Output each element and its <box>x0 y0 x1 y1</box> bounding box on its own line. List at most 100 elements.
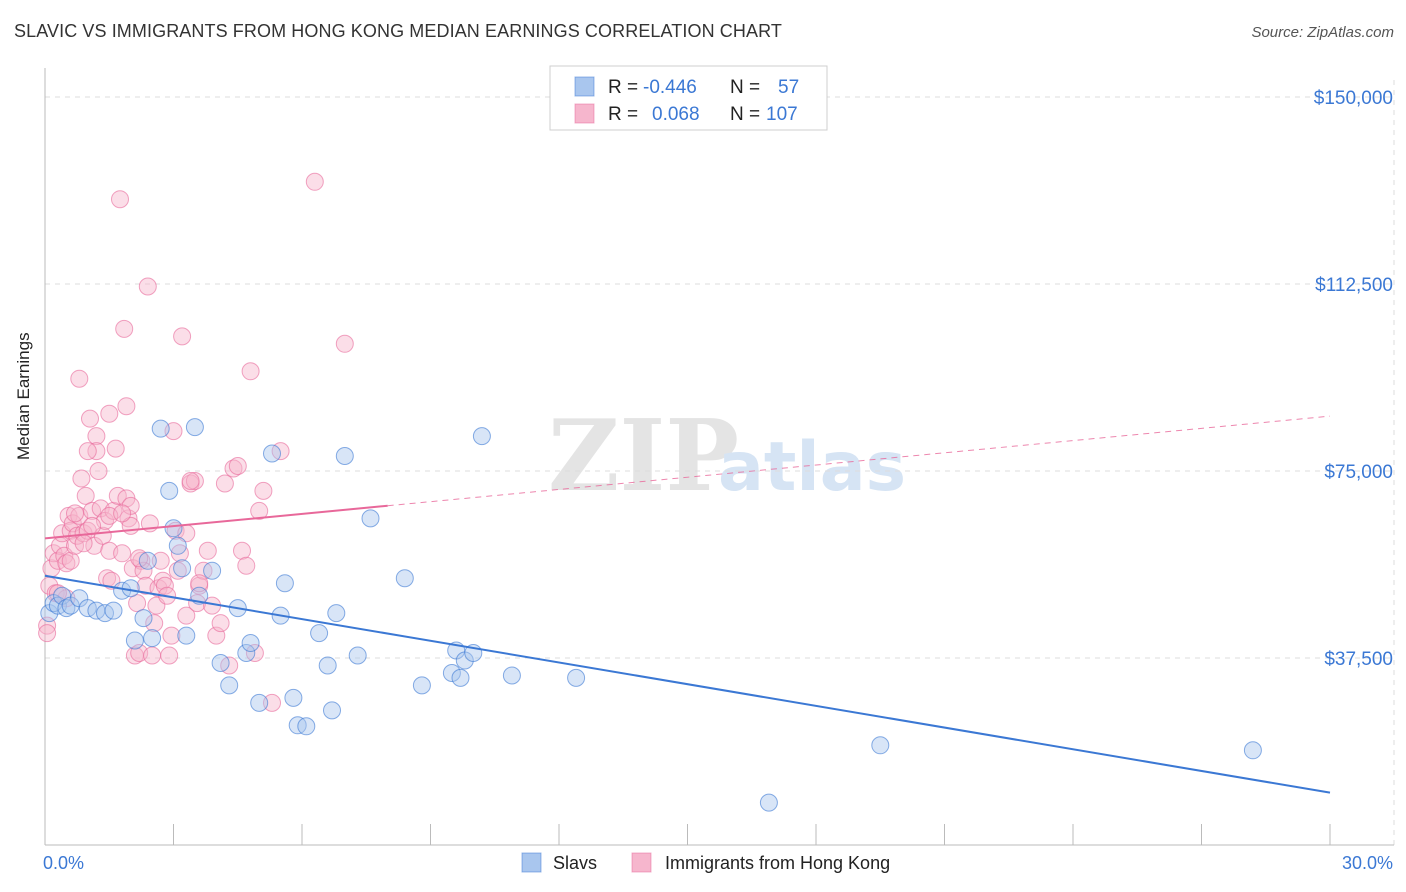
hong-kong-point-95 <box>78 442 97 461</box>
hong-kong-point-85 <box>233 541 251 560</box>
watermark-atlas: atlas <box>718 428 906 507</box>
hong-kong-point-71 <box>177 606 196 625</box>
hong-kong-point-69 <box>170 544 189 563</box>
slavs-points <box>40 418 1262 812</box>
slavs-point-40 <box>323 701 341 720</box>
y-tick-label-3: $150,000 <box>1314 88 1393 109</box>
slavs-point-25 <box>203 561 222 580</box>
slavs-point-37 <box>297 717 316 736</box>
legend-bottom-label-hong-kong: Immigrants from Hong Kong <box>665 853 890 873</box>
legend-n-label-slavs: N = <box>730 77 760 98</box>
slavs-point-20 <box>168 536 187 555</box>
hong-kong-point-1 <box>38 624 57 643</box>
hong-kong-point-19 <box>70 369 89 388</box>
hong-kong-trend-line <box>44 504 388 540</box>
slavs-point-13 <box>125 631 144 650</box>
trend-lines <box>44 415 1331 794</box>
hong-kong-point-91 <box>263 693 281 712</box>
slavs-point-10 <box>104 601 123 620</box>
hong-kong-point-40 <box>111 190 129 209</box>
slavs-point-26 <box>211 654 230 672</box>
slavs-point-32 <box>263 444 281 463</box>
hong-kong-point-80 <box>211 614 230 633</box>
chart-title: SLAVIC VS IMMIGRANTS FROM HONG KONG MEDI… <box>14 21 782 41</box>
slavs-point-42 <box>335 447 354 465</box>
slavs-point-27 <box>220 676 239 695</box>
legend-r-value-hong-kong: 0.068 <box>652 104 700 125</box>
axes <box>44 68 1394 846</box>
slavs-point-39 <box>318 656 337 675</box>
tick-labels: $37,500 $75,000 $112,500 $150,000 0.0% 30.0% <box>43 88 1393 873</box>
hong-kong-point-27 <box>87 427 106 446</box>
hong-kong-point-105 <box>113 504 132 523</box>
series-legend: Slavs Immigrants from Hong Kong <box>521 852 890 873</box>
hong-kong-point-43 <box>117 397 136 416</box>
hong-kong-point-29 <box>89 462 108 480</box>
slavs-point-44 <box>361 509 380 528</box>
hong-kong-point-84 <box>228 457 247 475</box>
slavs-point-18 <box>160 481 179 500</box>
source-credit: Source: ZipAtlas.com <box>1251 24 1394 41</box>
slavs-point-54 <box>567 668 586 687</box>
hong-kong-point-89 <box>250 501 269 520</box>
hong-kong-point-90 <box>254 481 273 500</box>
slavs-point-15 <box>138 551 157 570</box>
hong-kong-point-73 <box>185 472 204 490</box>
hong-kong-point-22 <box>76 486 95 505</box>
legend-r-value-slavs: -0.446 <box>643 77 697 98</box>
slavs-point-31 <box>250 693 269 712</box>
legend-swatch-hong-kong <box>574 103 595 124</box>
hong-kong-point-98 <box>66 504 84 523</box>
slavs-trend-line <box>44 574 1331 794</box>
slavs-point-43 <box>348 646 367 665</box>
hong-kong-point-94 <box>335 334 354 353</box>
hong-kong-point-64 <box>160 646 179 665</box>
slavs-point-53 <box>502 666 521 685</box>
watermark-zip: ZIP <box>548 399 739 514</box>
x-tick-label-0: 0.0% <box>43 853 84 873</box>
slavs-point-30 <box>241 634 260 652</box>
legend-n-value-hong-kong: 107 <box>766 104 798 125</box>
slavs-point-35 <box>284 688 303 707</box>
legend-bottom-swatch-hong-kong <box>631 852 652 873</box>
slavs-point-24 <box>190 586 209 605</box>
hong-kong-trend-extension <box>387 415 1331 507</box>
slavs-point-16 <box>143 629 162 648</box>
hong-kong-point-65 <box>162 626 181 645</box>
hong-kong-point-99 <box>74 534 93 553</box>
hong-kong-point-87 <box>241 362 260 381</box>
hong-kong-point-103 <box>190 574 209 593</box>
hong-kong-point-42 <box>115 319 134 338</box>
hong-kong-point-86 <box>237 556 256 575</box>
slavs-point-34 <box>275 574 294 593</box>
hong-kong-point-60 <box>151 551 170 570</box>
legend-swatch-slavs <box>574 76 595 97</box>
hong-kong-point-102 <box>181 472 200 490</box>
slavs-point-47 <box>442 664 461 682</box>
slavs-point-21 <box>173 559 192 578</box>
slavs-point-46 <box>412 676 431 695</box>
slavs-point-57 <box>759 793 778 812</box>
slavs-point-38 <box>310 624 329 643</box>
x-tick-label-1: 30.0% <box>1342 853 1393 873</box>
legend-n-value-slavs: 57 <box>778 77 799 98</box>
slavs-point-14 <box>134 609 153 628</box>
y-tick-label-1: $75,000 <box>1324 462 1393 483</box>
hong-kong-point-49 <box>128 594 147 613</box>
hong-kong-point-24 <box>81 409 99 428</box>
hong-kong-point-77 <box>198 541 217 560</box>
slavs-point-17 <box>151 419 170 438</box>
slavs-point-19 <box>164 519 183 538</box>
hong-kong-point-14 <box>61 551 80 570</box>
hong-kong-point-38 <box>106 439 125 458</box>
hong-kong-point-93 <box>305 172 324 191</box>
slavs-point-45 <box>395 569 414 588</box>
hong-kong-point-56 <box>143 646 162 665</box>
legend-bottom-swatch-slavs <box>521 852 542 873</box>
legend-r-label-hong-kong: R = <box>608 104 638 125</box>
hong-kong-points <box>38 172 354 712</box>
slavs-point-52 <box>472 427 491 446</box>
correlation-legend: R = -0.446 N = 57 R = 0.068 N = 107 <box>549 65 828 131</box>
y-tick-label-2: $112,500 <box>1315 275 1393 296</box>
